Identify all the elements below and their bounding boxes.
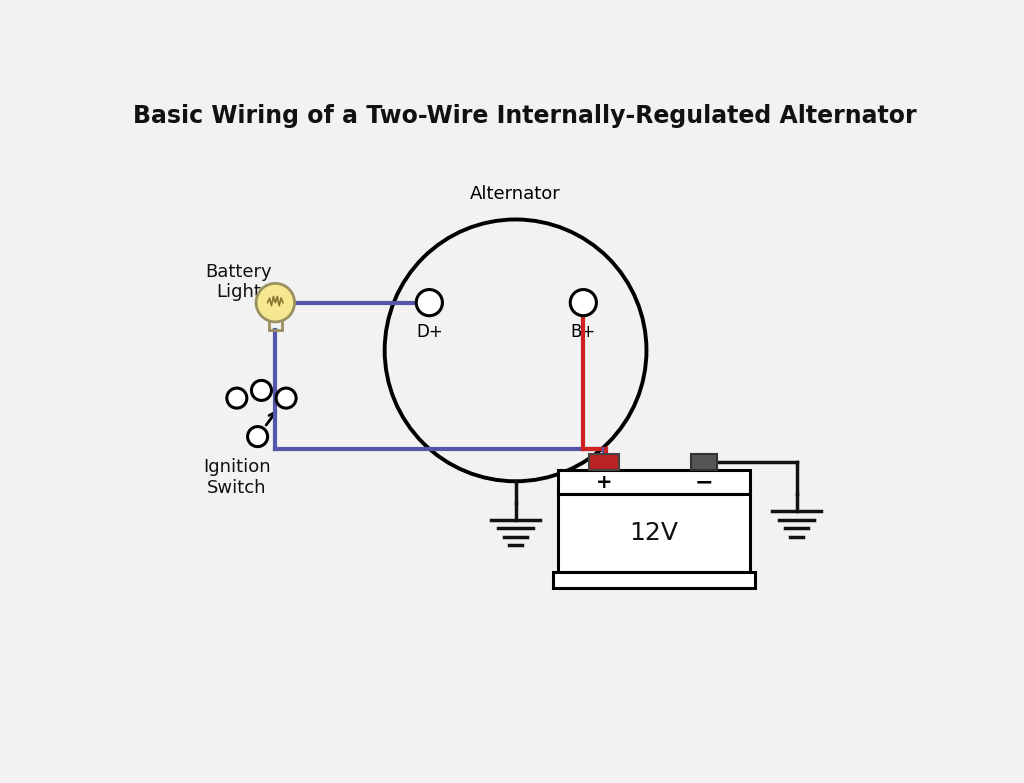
Circle shape [248,427,267,446]
Text: 12V: 12V [630,521,679,545]
Circle shape [256,283,295,322]
Text: D+: D+ [416,323,442,341]
Bar [590,453,618,471]
Bar [558,471,751,493]
Circle shape [276,388,296,408]
Text: Basic Wiring of a Two-Wire Internally-Regulated Alternator: Basic Wiring of a Two-Wire Internally-Re… [133,103,916,128]
Text: Alternator: Alternator [470,185,561,203]
Text: −: − [695,472,714,492]
Text: +: + [596,472,612,492]
Circle shape [252,381,271,400]
Circle shape [570,290,596,316]
Bar [558,493,751,572]
Bar [553,572,755,587]
Text: B+: B+ [570,323,596,341]
Bar [691,453,717,471]
Circle shape [416,290,442,316]
Text: Battery
Light: Battery Light [205,262,271,301]
Circle shape [226,388,247,408]
Text: Ignition
Switch: Ignition Switch [203,458,270,497]
